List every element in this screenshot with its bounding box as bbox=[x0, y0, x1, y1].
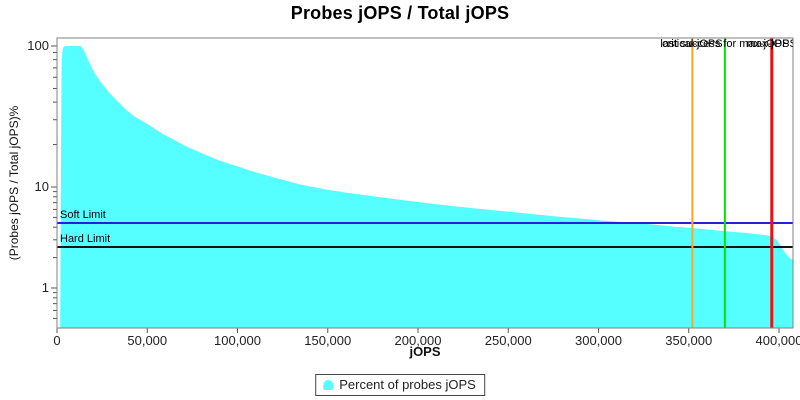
x-axis-title: jOPS bbox=[409, 344, 441, 359]
y-tick-label: 1 bbox=[41, 280, 49, 295]
probes-area-series bbox=[60, 46, 793, 328]
plot-border bbox=[56, 37, 794, 329]
chart-title: Probes jOPS / Total jOPS bbox=[290, 3, 510, 23]
legend-label: Percent of probes jOPS bbox=[339, 377, 476, 392]
series-swatch-icon bbox=[323, 379, 334, 390]
limit-lines bbox=[57, 222, 793, 248]
x-tick-label: 250,000 bbox=[484, 333, 532, 348]
x-tick-label: 400,000 bbox=[755, 333, 800, 348]
axis-ticks bbox=[51, 45, 780, 333]
x-tick-label: 100,000 bbox=[214, 333, 261, 348]
x-tick-label: 300,000 bbox=[575, 333, 622, 348]
x-tick-label: 200,000 bbox=[394, 333, 442, 348]
hard-limit-label: Hard Limit bbox=[60, 232, 111, 245]
x-tick-label: 0 bbox=[53, 333, 61, 348]
x-tick-label: 50,000 bbox=[127, 333, 168, 348]
x-tick-label: 150,000 bbox=[304, 333, 352, 348]
legend: Percent of probes jOPS bbox=[315, 374, 485, 396]
y-tick-label: 100 bbox=[27, 38, 49, 53]
y-tick-label: 10 bbox=[34, 179, 49, 194]
x-tick-label: 350,000 bbox=[665, 333, 713, 348]
marker-lines bbox=[691, 38, 774, 328]
soft-limit-label: Soft Limit bbox=[60, 209, 106, 221]
